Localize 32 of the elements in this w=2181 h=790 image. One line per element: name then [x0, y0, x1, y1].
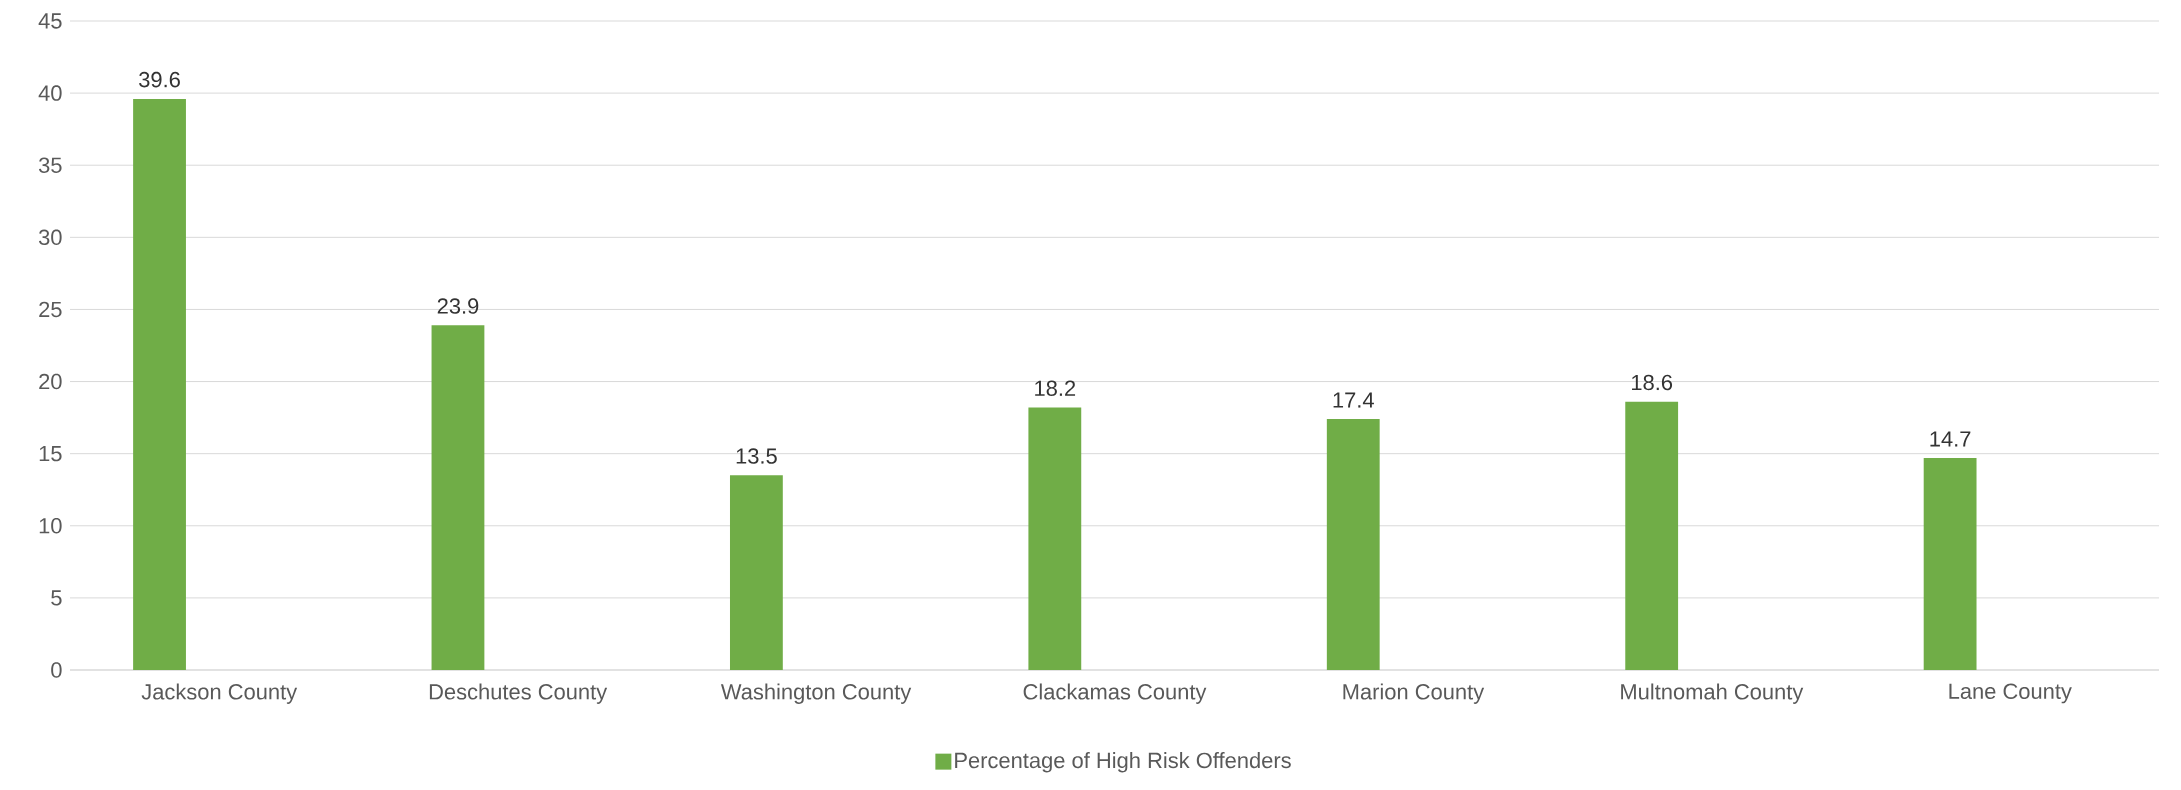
bar: [729, 475, 783, 670]
y-tick-label: 30: [38, 229, 62, 246]
y-tick-label: 5: [51, 590, 62, 606]
y-tick-label: 35: [38, 157, 62, 173]
data-label: 18.6: [1632, 374, 1673, 391]
bar: [1326, 419, 1380, 670]
x-tick-label: Deschutes County: [429, 683, 608, 704]
x-tick-label: Clackamas County: [1023, 683, 1207, 704]
x-tick-label: Lane County: [1949, 683, 2072, 704]
data-label: 13.5: [736, 448, 777, 464]
x-tick-label: Marion County: [1343, 683, 1485, 704]
bar: [1923, 457, 1977, 670]
bar: [1028, 407, 1082, 670]
y-tick-label: 10: [39, 518, 62, 534]
x-tick-label: Washington County: [720, 683, 912, 704]
y-tick-label: 15: [39, 446, 62, 462]
y-tick-label: 20: [39, 373, 62, 390]
data-label: 39.6: [139, 71, 180, 88]
x-tick-label: Multnomah County: [1621, 683, 1804, 704]
data-label: 23.9: [437, 298, 479, 314]
data-label: 14.7: [1930, 431, 1971, 447]
y-tick-label: 40: [38, 85, 62, 101]
bar: [133, 98, 186, 670]
y-tick-label: 25: [39, 301, 62, 318]
x-tick-label: Jackson County: [141, 683, 298, 704]
y-tick-label: 45: [38, 13, 62, 29]
data-label: 17.4: [1333, 392, 1374, 408]
bar: [1625, 401, 1679, 670]
y-tick-label: 0: [51, 662, 62, 678]
data-label: 18.2: [1035, 380, 1076, 397]
legend-label: Percentage of High Risk Offenders: [955, 752, 1291, 773]
bar: [431, 325, 485, 670]
